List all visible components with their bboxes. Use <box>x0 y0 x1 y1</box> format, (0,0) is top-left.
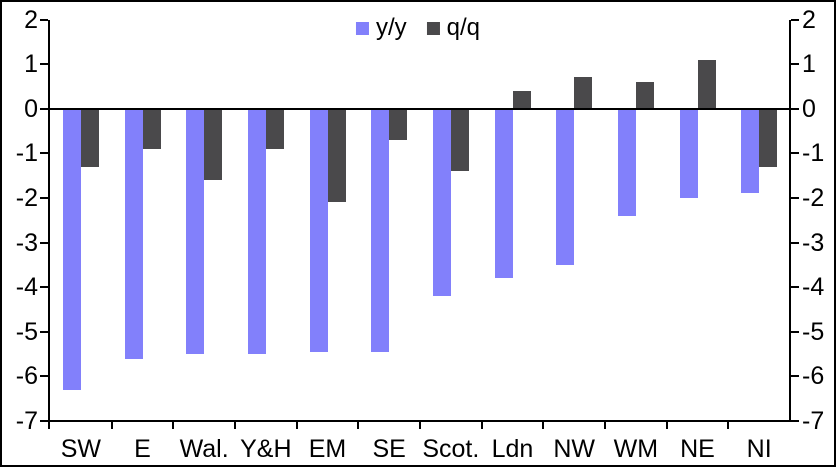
bar-yy-NI <box>741 108 760 194</box>
y-axis-label-left: -6 <box>15 362 38 391</box>
zero-line <box>50 107 790 110</box>
y-tick-right <box>791 286 799 289</box>
y-tick-right <box>791 330 799 333</box>
y-axis-left <box>48 19 50 429</box>
y-tick-right <box>791 152 799 155</box>
bar-qq-E <box>142 108 161 149</box>
x-tick <box>172 421 175 429</box>
y-tick-right <box>791 420 799 422</box>
x-axis-label: Y&H <box>240 435 292 463</box>
bar-yy-WM <box>617 108 636 216</box>
bar-yy-E <box>124 108 143 359</box>
x-axis-label: Wal. <box>179 435 229 463</box>
bar-yy-YH <box>247 108 266 355</box>
bar-yy-Ldn <box>494 108 513 279</box>
x-axis-label: SE <box>372 435 406 463</box>
x-tick <box>234 421 236 429</box>
y-axis-label-right: 0 <box>802 94 816 123</box>
x-tick <box>542 421 545 429</box>
bar-yy-NE <box>679 108 698 198</box>
legend-label: q/q <box>446 14 481 41</box>
y-axis-label-left: -4 <box>15 273 38 302</box>
y-axis-label-left: -7 <box>15 407 38 435</box>
bar-qq-EM <box>327 108 346 203</box>
y-tick-right <box>791 18 799 21</box>
x-axis-label: Scot. <box>422 435 480 463</box>
y-tick-left <box>40 107 48 110</box>
x-axis-label: NE <box>680 435 715 463</box>
legend-item-yy: y/y <box>355 14 407 41</box>
bar-qq-YH <box>265 108 284 149</box>
x-tick <box>604 421 606 429</box>
y-tick-left <box>40 420 48 422</box>
y-axis-label-right: -4 <box>802 273 825 302</box>
x-axis-label: EM <box>308 435 347 463</box>
y-tick-left <box>40 63 48 66</box>
y-axis-label-left: 0 <box>24 94 38 123</box>
legend-swatch-icon <box>355 21 369 35</box>
x-axis-label: E <box>134 435 151 463</box>
y-axis-label-right: -7 <box>802 407 825 435</box>
bar-qq-SW <box>80 108 99 167</box>
x-tick <box>295 421 298 429</box>
legend-label: y/y <box>375 14 407 41</box>
chart-legend: y/y q/q <box>355 14 481 41</box>
bar-yy-Scot <box>432 108 451 297</box>
bar-yy-Wal <box>186 108 205 355</box>
y-axis-label-right: -6 <box>802 362 825 391</box>
legend-swatch-icon <box>426 21 440 35</box>
y-axis-label-right: 1 <box>802 50 816 79</box>
bar-yy-NW <box>556 108 575 265</box>
x-axis-label: NW <box>553 435 595 463</box>
y-tick-right <box>791 196 799 199</box>
bar-qq-NE <box>697 59 716 109</box>
bar-yy-SW <box>62 108 81 390</box>
bar-yy-EM <box>309 108 328 352</box>
y-tick-left <box>40 286 48 289</box>
y-tick-left <box>40 330 48 333</box>
y-axis-label-right: -1 <box>802 139 825 168</box>
x-tick <box>480 421 483 429</box>
y-axis-label-right: -3 <box>802 228 825 257</box>
y-axis-label-left: -2 <box>15 183 38 212</box>
bar-qq-SE <box>389 108 408 140</box>
x-axis-label: Ldn <box>491 435 534 463</box>
x-axis-label: SW <box>60 435 101 463</box>
y-axis-label-left: -1 <box>15 139 38 168</box>
y-axis-label-right: -5 <box>802 317 825 346</box>
x-axis-label: WM <box>613 435 659 463</box>
bar-qq-NI <box>759 108 778 167</box>
y-tick-left <box>40 375 48 378</box>
y-axis-label-left: -3 <box>15 228 38 257</box>
bar-qq-Wal <box>204 108 223 181</box>
y-axis-label-left: 2 <box>24 5 38 34</box>
x-tick <box>665 421 668 429</box>
y-tick-right <box>791 241 799 244</box>
y-axis-label-left: 1 <box>24 50 38 79</box>
bar-yy-SE <box>371 108 390 352</box>
y-axis-label-right: -2 <box>802 183 825 212</box>
y-tick-right <box>791 375 799 378</box>
y-axis-label-left: -5 <box>15 317 38 346</box>
legend-item-qq: q/q <box>426 14 481 41</box>
y-axis-label-right: 2 <box>802 5 816 34</box>
x-tick <box>727 421 730 429</box>
bar-qq-Ldn <box>512 90 531 109</box>
bar-qq-Scot <box>450 108 469 172</box>
y-axis-right <box>789 19 791 422</box>
x-tick <box>357 421 360 429</box>
y-tick-right <box>791 63 799 66</box>
y-tick-left <box>40 241 48 244</box>
bar-qq-WM <box>635 81 654 109</box>
x-tick <box>110 421 113 429</box>
bar-qq-NW <box>574 77 593 109</box>
y-tick-right <box>791 107 799 110</box>
x-axis-label: NI <box>746 435 772 463</box>
y-tick-left <box>40 18 48 21</box>
x-tick <box>419 421 421 429</box>
y-tick-left <box>40 152 48 155</box>
y-tick-left <box>40 196 48 199</box>
